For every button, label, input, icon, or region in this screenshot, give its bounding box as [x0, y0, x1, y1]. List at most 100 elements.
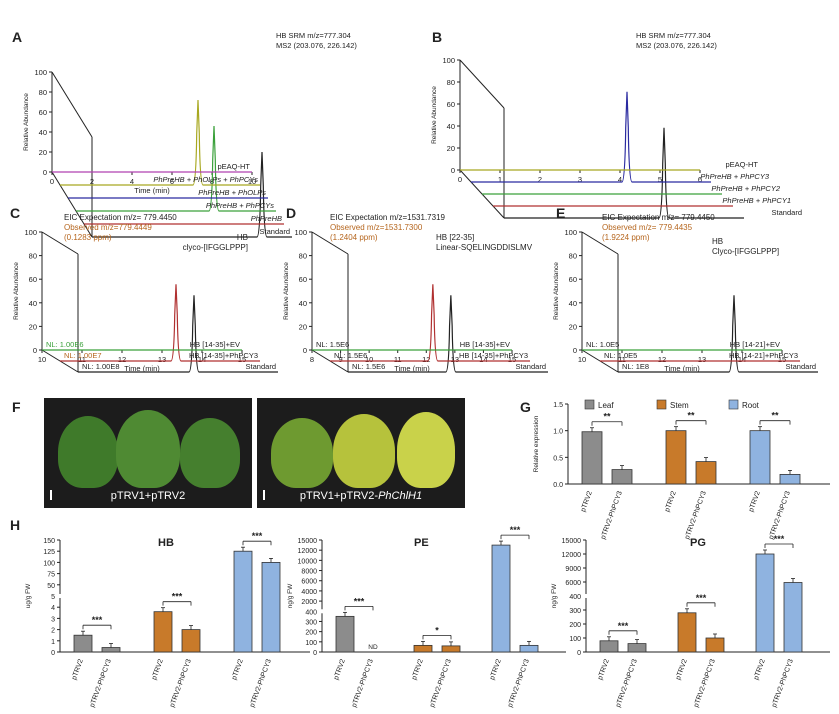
- category-label: pTRV2-PhPCY3: [507, 658, 531, 708]
- scale-bar: [50, 490, 52, 500]
- category-label: pTRV2: [748, 490, 762, 513]
- compound-label: Linear-SQELINGDDISLMV: [436, 243, 533, 252]
- compound-label: HB [22-35]: [436, 233, 474, 242]
- trace-label: PhPreHB + PhPCY3: [700, 172, 769, 181]
- bar: [261, 562, 281, 653]
- y-axis-label: Relative Abundance: [13, 262, 20, 320]
- y-tick-label: 1.0: [553, 429, 563, 436]
- x-tick-label: 10: [365, 355, 373, 364]
- x-tick-label: 8: [310, 355, 314, 364]
- trace-label: pEAQ-HT: [725, 160, 758, 169]
- bar: [413, 644, 433, 653]
- y-tick-label: 80: [299, 252, 307, 261]
- panel-letter-f: F: [12, 399, 21, 415]
- compound-label: Clyco-[IFGGLPPP]: [712, 247, 779, 256]
- trace-label: PhPreHB + PhPCY2: [711, 184, 780, 193]
- category-label: pTRV2: [489, 658, 503, 681]
- y-tick-label: 0: [573, 346, 577, 355]
- eic-annotation: EIC Expectation m/z=1531.7319: [330, 213, 446, 222]
- trace-label: PhPreHB + PhOLPs: [198, 188, 266, 197]
- top-edge: [41, 231, 79, 255]
- normalization-label: NL: 1.0E5: [604, 351, 637, 360]
- normalization-label: NL: 1.5E6: [334, 351, 367, 360]
- y-tick-label: 20: [569, 322, 577, 331]
- y-tick-label: 20: [29, 322, 37, 331]
- x-axis-label: Time (min): [394, 364, 430, 373]
- photo-silenced: pTRV1+pTRV2-PhChlH1: [257, 398, 465, 508]
- x-axis-label: Time (min): [134, 186, 170, 195]
- normalization-label: NL: 1.5E6: [316, 340, 349, 349]
- y-tick-label: 125: [43, 549, 55, 556]
- y-tick-label: 60: [39, 108, 47, 117]
- category-label: pTRV2: [71, 658, 85, 681]
- bar: [695, 461, 717, 485]
- bar: [153, 611, 173, 653]
- observed-annotation: Observed m/z=1531.7300: [330, 223, 423, 232]
- bar: [581, 431, 603, 485]
- photo-silenced-caption: pTRV1+pTRV2-PhChlH1: [299, 490, 423, 502]
- y-tick-label: 0: [577, 650, 581, 657]
- trace-label: Standard: [246, 362, 276, 371]
- y-tick-label: 4000: [301, 589, 317, 596]
- panel-letter-b: B: [432, 29, 442, 45]
- normalization-label: NL: 1.0E5: [586, 340, 619, 349]
- axis-break: [318, 609, 566, 614]
- chart-title: PE: [414, 537, 429, 549]
- trace-5: [60, 99, 260, 186]
- trace-label: PhPreHB + PhOLPs + PhPCYs: [153, 175, 258, 184]
- y-tick-label: 100: [569, 636, 581, 643]
- x-tick-label: 9: [338, 355, 342, 364]
- y-tick-label: 60: [299, 275, 307, 284]
- x-tick-label: 3: [578, 175, 582, 184]
- category-label: pTRV2: [580, 490, 594, 513]
- bar: [677, 612, 697, 653]
- panel-e: E 0 20 40 60 80 100 Relative Abundance 10 11 12 13 1…: [553, 205, 818, 373]
- y-axis-label: Relative Abundance: [553, 262, 560, 320]
- trace-label: Standard: [260, 227, 290, 236]
- bar: [783, 582, 803, 653]
- x-tick-label: 12: [658, 355, 666, 364]
- category-label: pTRV2-PhPCY3: [693, 658, 717, 708]
- category-label: pTRV2: [664, 490, 678, 513]
- legend-label: Stem: [670, 401, 689, 410]
- y-tick-label: 15000: [298, 538, 318, 545]
- x-tick-label: 15: [508, 355, 516, 364]
- x-tick-label: 10: [38, 355, 46, 364]
- y-tick-label: 20: [299, 322, 307, 331]
- normalization-label: NL: 1.00E8: [82, 362, 120, 371]
- y-tick-label: 100: [24, 228, 37, 237]
- y-axis-label: ug/g FW: [25, 583, 32, 608]
- category-label: pTRV2-PhPCY3: [768, 490, 792, 540]
- significance-label: ***: [696, 593, 707, 603]
- x-tick-label: 14: [198, 355, 206, 364]
- category-label: pTRV2: [333, 658, 347, 681]
- trace-label: PhPreHB: [251, 214, 282, 223]
- y-tick-label: 80: [569, 252, 577, 261]
- bar: [705, 637, 725, 653]
- normalization-label: NL: 1E8: [622, 362, 649, 371]
- y-tick-label: 40: [29, 299, 37, 308]
- top-edge: [459, 59, 505, 109]
- y-tick-label: 3: [51, 616, 55, 623]
- x-tick-label: 12: [118, 355, 126, 364]
- trace-label: HB [14-35]+PhPCY3: [459, 351, 528, 360]
- y-tick-label: 60: [29, 275, 37, 284]
- y-axis-label: Relative Abundance: [431, 86, 438, 144]
- compound-label: HB: [712, 237, 723, 246]
- panel-b: B 0 20 40 60 80 100 Relative Abundance 0 1 2 3 4 5 6 St…: [431, 29, 802, 219]
- annotation: HB SRM m/z=777.304: [636, 31, 711, 40]
- x-tick-label: 2: [90, 177, 94, 186]
- trace-label: HB [14-35]+PhPCY3: [189, 351, 258, 360]
- x-tick-label: 4: [618, 175, 622, 184]
- y-tick-label: 12000: [298, 548, 318, 555]
- legend-swatch: [656, 399, 667, 410]
- y-tick-label: 100: [43, 560, 55, 567]
- chart-title: HB: [158, 537, 174, 549]
- category-label: pTRV2: [151, 658, 165, 681]
- trace-label: HB [14-21]+PhPCY3: [729, 351, 798, 360]
- photo-control-caption: pTRV1+pTRV2: [110, 490, 186, 502]
- category-label: pTRV2-PhPCY3: [429, 658, 453, 708]
- category-label: pTRV2-PhPCY3: [684, 490, 708, 540]
- x-tick-label: 0: [458, 175, 462, 184]
